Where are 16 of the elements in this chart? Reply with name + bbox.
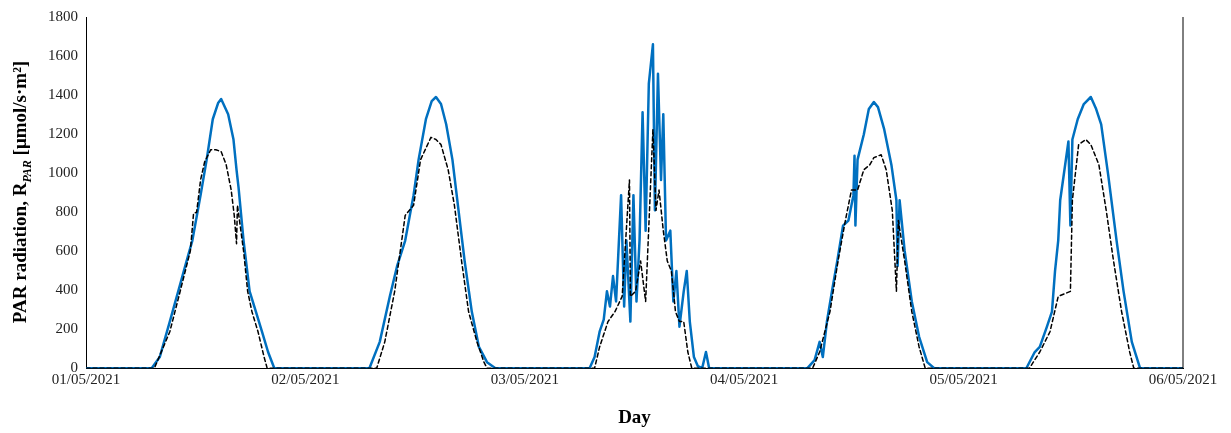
y-tick-label: 1200	[48, 125, 78, 141]
x-tick-label: 06/05/2021	[1148, 371, 1218, 388]
x-tick-label: 02/05/2021	[271, 371, 340, 388]
y-tick-label: 1600	[48, 46, 78, 63]
x-axis-title: Day	[618, 405, 652, 427]
x-tick-label: 04/05/2021	[710, 371, 779, 388]
y-tick-label: 1400	[48, 85, 78, 102]
x-tick-label: 03/05/2021	[490, 371, 559, 388]
y-tick-label: 1800	[48, 7, 78, 24]
y-tick-label: 600	[55, 242, 78, 259]
y-tick-label: 800	[55, 203, 78, 220]
x-tick-label: 01/05/2021	[51, 371, 121, 388]
y-tick-label: 400	[55, 281, 78, 298]
x-tick-label: 05/05/2021	[929, 371, 998, 388]
y-tick-label: 200	[55, 320, 78, 337]
y-tick-label: 1000	[48, 164, 78, 181]
